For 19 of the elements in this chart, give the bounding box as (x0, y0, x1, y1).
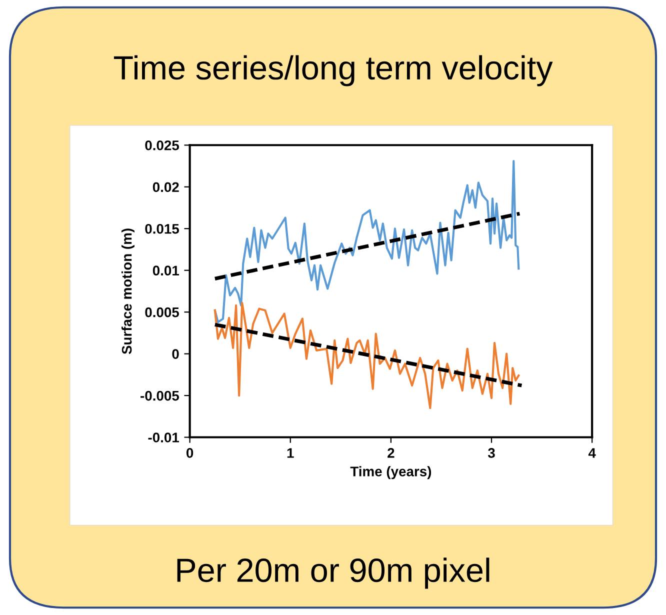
y-axis-title: Surface motion (m) (122, 228, 134, 354)
y-tick-label: -0.005 (140, 390, 180, 401)
y-tick-label: 0.01 (152, 266, 180, 276)
x-tick-label: 3 (488, 448, 495, 458)
x-tick-label: 2 (388, 448, 394, 458)
y-tick-label: 0.015 (145, 224, 180, 234)
line-series (214, 160, 520, 324)
y-tick-label: 0.02 (152, 182, 179, 192)
text: Per 20m or 90m pixel (177, 558, 490, 589)
y-tick-label: 0 (172, 349, 179, 359)
chart-title: Time series/long term velocity (114, 55, 553, 86)
x-axis-title: Time (years) (350, 466, 432, 480)
x-tick-label: 4 (588, 448, 596, 458)
x-tick-label: 0 (186, 448, 194, 458)
y-tick-label: -0.01 (148, 432, 180, 442)
x-tick-label: 1 (287, 448, 294, 458)
line-series (214, 302, 520, 410)
y-tick-label: 0.025 (145, 140, 180, 150)
y-tick-label: 0.005 (145, 307, 180, 318)
